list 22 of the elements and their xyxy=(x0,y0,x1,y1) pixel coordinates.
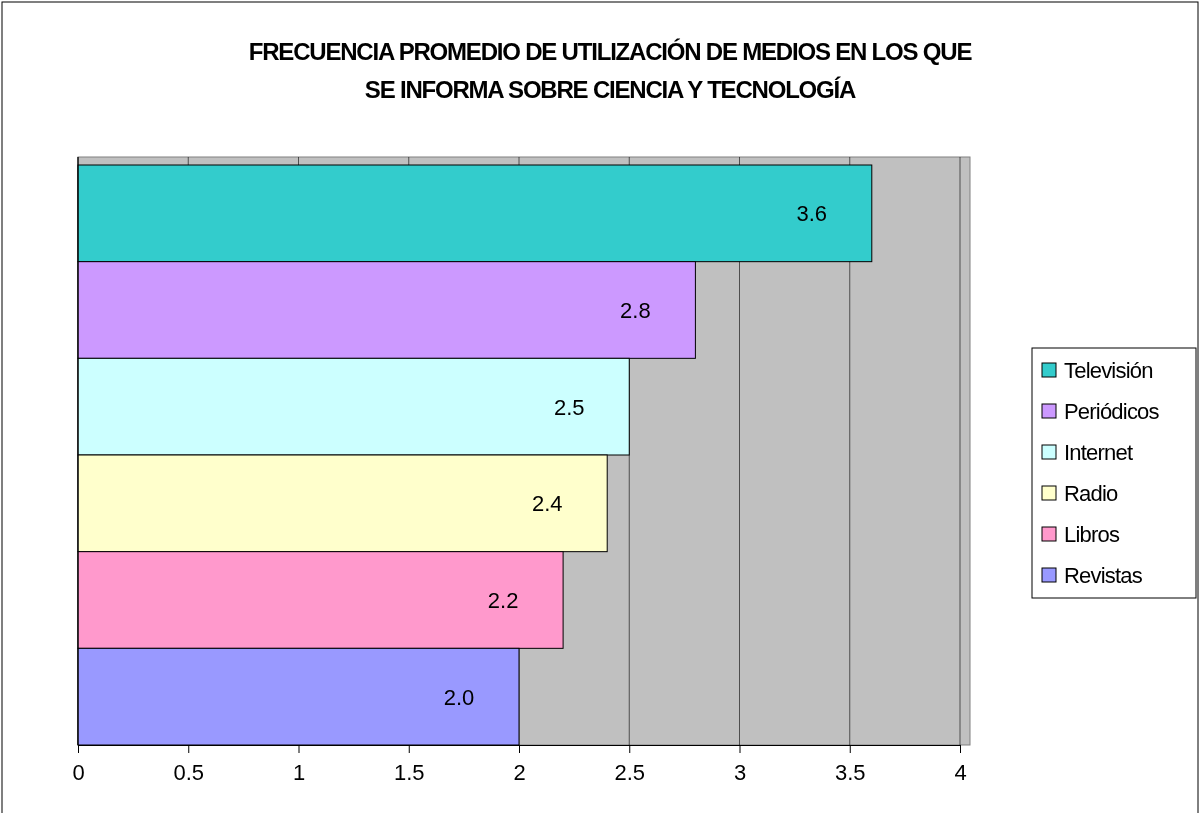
x-tick-label: 2 xyxy=(513,760,526,786)
chart-title: FRECUENCIA PROMEDIO DE UTILIZACIÓN DE MEDIOS EN LOS QUE SE INFORMA SOBRE CIENCIA Y TECNOLOGÍA xyxy=(248,38,973,103)
legend-label: Televisión xyxy=(1064,358,1153,383)
text: 2.2 xyxy=(487,588,519,613)
legend-label: Periódicos xyxy=(1064,399,1160,424)
text: 2.5 xyxy=(553,394,585,420)
legend-label: Revistas xyxy=(1064,563,1143,588)
legend-label: Internet xyxy=(1064,440,1133,465)
text: 2.8 xyxy=(620,298,651,323)
x-tick-label: 3.5 xyxy=(834,760,866,786)
x-tick-label: 0.5 xyxy=(173,760,205,786)
x-tick-label: 1.5 xyxy=(393,760,425,786)
text: 3.6 xyxy=(796,201,828,227)
x-tick-label: 3 xyxy=(733,760,747,786)
x-tick-label: 1 xyxy=(292,760,306,786)
x-tick-label: 0 xyxy=(72,760,85,786)
legend-label: Radio xyxy=(1064,481,1119,506)
text: 2.4 xyxy=(531,491,563,517)
text: 2.0 xyxy=(443,684,475,710)
x-tick-label: 4 xyxy=(954,760,967,786)
x-tick-label: 2.5 xyxy=(614,760,646,786)
legend-label: Libros xyxy=(1064,522,1120,547)
